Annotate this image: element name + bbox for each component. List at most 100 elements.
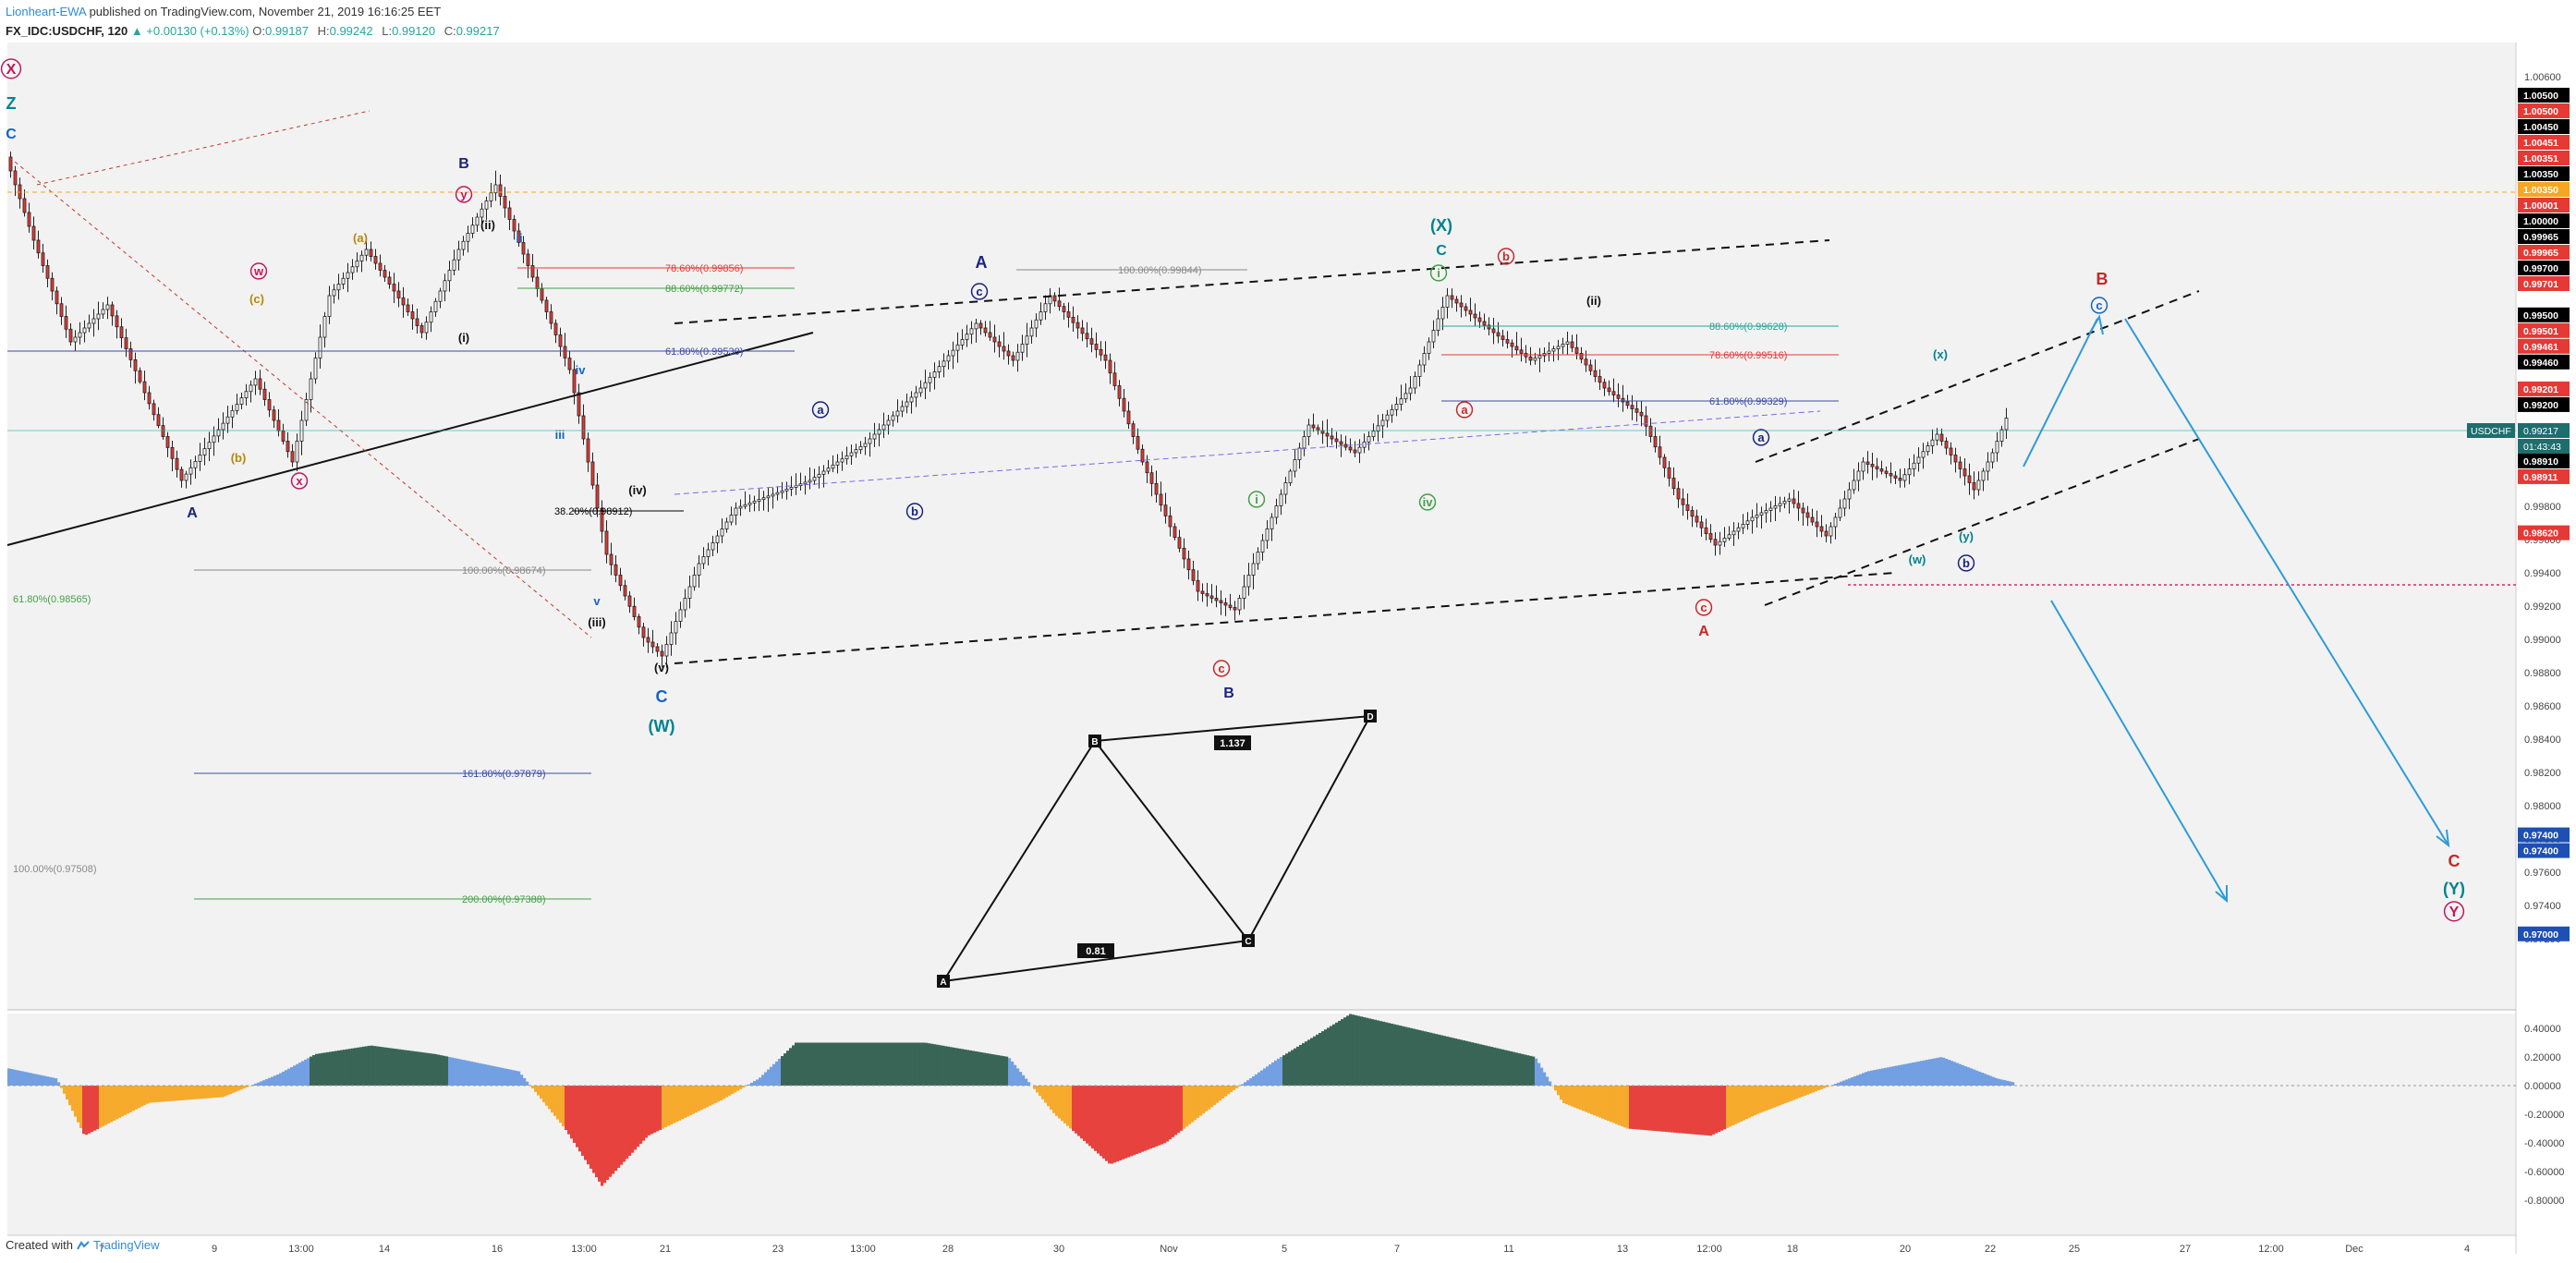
oscillator-bar xyxy=(1632,1086,1635,1130)
candle-body xyxy=(540,288,544,301)
candle-body xyxy=(1556,346,1561,349)
oscillator-bar xyxy=(7,1068,11,1086)
oscillator-bar xyxy=(1701,1086,1705,1135)
oscillator-bar xyxy=(149,1086,152,1103)
oscillator-bar xyxy=(287,1068,291,1086)
candle-body xyxy=(1029,327,1034,337)
oscillator-bar xyxy=(1424,1031,1428,1086)
oscillator-bar xyxy=(110,1086,114,1123)
oscillator-bar xyxy=(368,1045,371,1086)
oscillator-bar xyxy=(27,1072,30,1086)
oscillator-bar xyxy=(229,1086,233,1095)
oscillator-bar xyxy=(1324,1029,1328,1086)
candle-body xyxy=(142,381,147,394)
oscillator-bar xyxy=(598,1086,601,1182)
oscillator-bar xyxy=(1277,1058,1281,1086)
oscillator-bar xyxy=(731,1086,735,1095)
price-tag-label: 0.97000 xyxy=(2523,929,2558,941)
oscillator-bar xyxy=(1618,1086,1622,1125)
ohlc-open-value: 0.99187 xyxy=(264,24,309,38)
oscillator-bar xyxy=(1474,1042,1477,1086)
wave-label-circle xyxy=(1429,264,1448,282)
candle-body xyxy=(1482,321,1487,326)
symbol-tag-label: USDCHF xyxy=(2471,426,2511,437)
candle-body xyxy=(1639,411,1644,417)
candle-body xyxy=(392,284,396,292)
oscillator-bar xyxy=(1648,1086,1652,1131)
oscillator-bar xyxy=(420,1051,424,1086)
oscillator-bar xyxy=(1360,1016,1364,1086)
oscillator-bar xyxy=(1565,1086,1569,1105)
oscillator-bar xyxy=(1305,1041,1308,1086)
candle-body xyxy=(221,422,225,431)
wave-label: C xyxy=(2448,852,2461,870)
fib-label: 100.00%(0.99844) xyxy=(1118,265,1202,276)
candle-body xyxy=(1662,456,1667,468)
candle-body xyxy=(965,334,969,340)
oscillator-bar xyxy=(953,1047,956,1086)
oscillator-bar xyxy=(1244,1082,1247,1086)
oscillator-bar xyxy=(1781,1086,1785,1105)
oscillator-bar xyxy=(93,1086,97,1131)
candle-body xyxy=(1219,600,1223,603)
oscillator-bar xyxy=(905,1042,909,1086)
oscillator-bar xyxy=(351,1048,355,1086)
time-axis[interactable]: 7 9 13:00 14 16 13:00 21 23 13:00 28 30 Nov 5 7 11 13 12… xyxy=(99,1244,2470,1255)
oscillator-bar xyxy=(77,1086,80,1123)
oscillator-bar xyxy=(1640,1086,1644,1130)
oscillator-bar xyxy=(1396,1025,1400,1086)
author-link[interactable]: Lionheart-EWA xyxy=(6,5,86,18)
footer-brand[interactable]: TradingView xyxy=(92,1238,160,1252)
oscillator-bar xyxy=(298,1063,302,1086)
price-tag-label: 1.00500 xyxy=(2523,91,2558,102)
candle-body xyxy=(951,349,955,357)
candle-body xyxy=(1136,436,1140,450)
oscillator-bar xyxy=(235,1086,238,1092)
oscillator-bar xyxy=(260,1081,263,1086)
xabcd-pattern[interactable]: A B C D 1.137 0.81 xyxy=(937,710,1377,988)
price-tag xyxy=(2518,843,2570,858)
candle-body xyxy=(1681,498,1685,505)
candle-body xyxy=(1902,474,1907,481)
candle-body xyxy=(198,455,202,462)
candle-body xyxy=(669,632,674,645)
candle-body xyxy=(1394,404,1399,410)
channel-top-line xyxy=(674,239,1830,324)
candle-body xyxy=(1487,324,1491,330)
fib-label: 200.00%(0.97388) xyxy=(462,894,546,905)
oscillator-bar xyxy=(1682,1086,1685,1134)
oscillator-bar xyxy=(1989,1075,1993,1086)
symbol-line: FX_IDC:USDCHF, 120 ▲ +0.00130 (+0.13%) O… xyxy=(6,21,505,41)
oscillator-bar xyxy=(1532,1056,1536,1086)
oscillator-bar xyxy=(1335,1022,1339,1086)
candle-body xyxy=(1126,410,1131,425)
candle-body xyxy=(276,419,281,431)
oscillator-bar xyxy=(601,1086,604,1186)
oscillator-bar xyxy=(285,1070,288,1086)
candle-body xyxy=(1644,415,1648,427)
candle-body xyxy=(761,497,766,501)
candle-body xyxy=(1861,461,1865,472)
oscillator-bar xyxy=(1524,1054,1527,1086)
oscillator-bar xyxy=(49,1076,53,1086)
candle-body xyxy=(1154,482,1159,495)
wave-label: (c) xyxy=(249,292,264,306)
oscillator-bar xyxy=(1962,1064,1965,1086)
candle-body xyxy=(1233,607,1237,611)
oscillator-bar xyxy=(842,1042,845,1086)
oscillator-bar xyxy=(1039,1086,1042,1097)
oscillator-bar xyxy=(1856,1075,1860,1086)
oscillator-bar xyxy=(1537,1063,1541,1086)
oscillator-bar xyxy=(978,1051,981,1086)
oscillator-bar xyxy=(1593,1086,1597,1116)
candle-body xyxy=(1718,540,1722,546)
oscillator-bar xyxy=(1047,1086,1051,1107)
oscillator-bar xyxy=(1906,1063,1910,1086)
oscillator-bar xyxy=(739,1086,743,1089)
oscillator-bar xyxy=(1338,1020,1342,1086)
candle-body xyxy=(1653,436,1658,448)
oscillator-bar xyxy=(692,1086,696,1114)
oscillator-bar xyxy=(102,1086,105,1127)
oscillator-bar xyxy=(1596,1086,1599,1117)
